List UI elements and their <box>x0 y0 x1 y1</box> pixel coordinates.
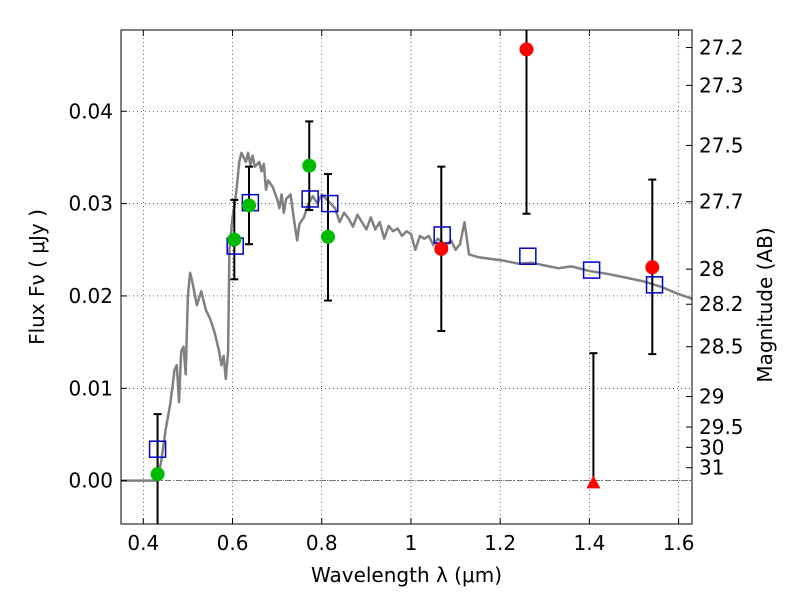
grid <box>121 30 692 524</box>
x-axis-label: Wavelength λ (μm) <box>311 563 502 587</box>
model-square-marker <box>645 276 664 294</box>
hst-data-point <box>302 158 317 173</box>
upper-limit-triangle <box>586 475 601 489</box>
mag-tick-label: 28.2 <box>699 292 744 316</box>
x-tick-label: 0.8 <box>306 531 338 555</box>
model-square-marker <box>519 247 537 265</box>
ir-data-point <box>519 42 534 57</box>
x-tick-label: 0.4 <box>127 531 159 555</box>
y-tick-label: 0.04 <box>68 99 113 123</box>
ir-data-point <box>645 260 660 275</box>
hst-data-point <box>227 232 242 247</box>
x-tick-label: 1.6 <box>663 531 695 555</box>
model-square-marker <box>148 440 167 458</box>
model-square-marker <box>301 190 319 208</box>
x-tick-label: 1.2 <box>484 531 516 555</box>
hst-data-point <box>320 229 335 244</box>
x-tick-label: 1.4 <box>573 531 605 555</box>
y-tick-label: 0.02 <box>68 284 113 308</box>
mag-tick-label: 27.3 <box>699 73 744 97</box>
y-tick-label: 0.01 <box>68 376 113 400</box>
model-square-marker <box>321 194 339 213</box>
plot-frame <box>120 29 693 525</box>
mag-tick-label: 27.7 <box>699 190 744 214</box>
ir-data-point <box>434 241 449 256</box>
mag-tick-label: 29.5 <box>699 415 744 439</box>
mag-tick-label: 28 <box>699 257 724 281</box>
y-tick-label: 0.00 <box>68 469 113 493</box>
x-tick-label: 1 <box>405 531 418 555</box>
mag-tick-label: 30 <box>699 435 724 459</box>
y-axis-label-right: Magnitude (AB) <box>753 227 777 382</box>
mag-tick-label: 27.5 <box>699 133 744 157</box>
model-square-marker <box>582 261 601 279</box>
hst-data-point <box>242 198 257 213</box>
y-tick-label: 0.03 <box>68 192 113 216</box>
template-spectrum-line <box>121 151 693 482</box>
y-axis-label-left: Flux Fν ( μJy ) <box>25 209 49 345</box>
x-tick-label: 0.6 <box>217 531 249 555</box>
axis-ticks: 0.4 0.6 0.8 1 1.2 1.4 1.6 0.00 0.01 0.02 0.03 0.04 2… <box>68 30 744 555</box>
mag-tick-label: 29 <box>699 385 724 409</box>
mag-tick-label: 28.5 <box>699 335 744 359</box>
hst-data-point <box>150 467 165 482</box>
mag-tick-label: 31 <box>699 456 724 480</box>
mag-tick-label: 27.2 <box>699 36 744 60</box>
plot-series <box>121 30 693 524</box>
